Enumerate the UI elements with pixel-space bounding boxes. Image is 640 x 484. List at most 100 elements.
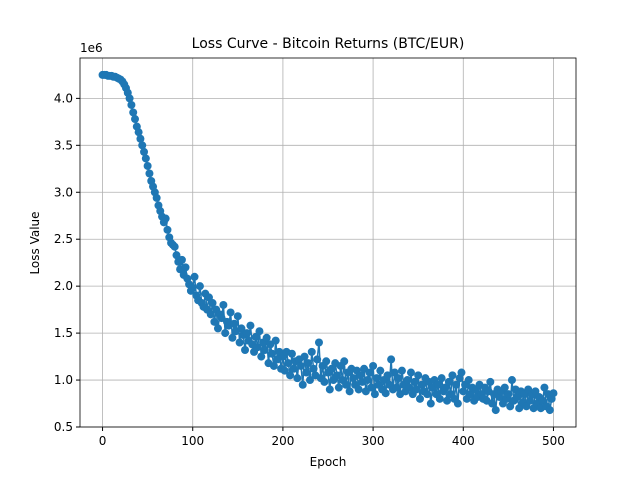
loss-point <box>305 376 314 385</box>
loss-point <box>230 319 239 328</box>
loss-point <box>453 399 462 408</box>
loss-point <box>298 380 307 389</box>
loss-point <box>320 377 329 386</box>
loss-point <box>325 385 334 394</box>
loss-point <box>134 128 143 137</box>
loss-point <box>452 380 461 389</box>
loss-point <box>381 389 390 398</box>
loss-point <box>269 361 278 370</box>
loss-point <box>136 134 145 143</box>
loss-point <box>280 366 289 375</box>
chart-title: Loss Curve - Bitcoin Returns (BTC/EUR) <box>192 36 465 52</box>
x-tick-label: 500 <box>542 434 565 448</box>
loss-point <box>190 272 199 281</box>
loss-point <box>143 161 152 170</box>
y-axis-label: Loss Value <box>28 211 42 274</box>
loss-point <box>152 193 161 202</box>
loss-point <box>309 364 318 373</box>
loss-point <box>333 371 342 380</box>
loss-point <box>289 364 298 373</box>
loss-point <box>219 300 228 309</box>
y-tick-label: 3.0 <box>54 185 73 199</box>
loss-point <box>161 214 170 223</box>
loss-point <box>177 255 186 264</box>
loss-point <box>437 374 446 383</box>
loss-point <box>141 154 150 163</box>
loss-point <box>369 361 378 370</box>
y-tick-label: 0.5 <box>54 420 73 434</box>
loss-point <box>507 376 516 385</box>
loss-point <box>140 147 149 156</box>
loss-point <box>314 338 323 347</box>
loss-point <box>356 371 365 380</box>
loss-point <box>448 371 457 380</box>
loss-point <box>365 368 374 377</box>
loss-point <box>307 347 316 356</box>
plot-frame <box>79 57 577 428</box>
loss-point <box>464 376 473 385</box>
loss-point <box>423 390 432 399</box>
loss-point <box>242 329 251 338</box>
y-tick-label: 1.0 <box>54 373 73 387</box>
loss-point <box>237 324 246 333</box>
loss-point <box>302 368 311 377</box>
loss-point <box>138 141 147 150</box>
loss-point <box>370 390 379 399</box>
loss-point <box>253 343 262 352</box>
loss-point <box>188 284 197 293</box>
loss-point <box>300 352 309 361</box>
loss-point <box>540 383 549 392</box>
loss-point <box>444 377 453 386</box>
loss-point <box>255 327 264 336</box>
loss-point <box>376 366 385 375</box>
loss-point <box>403 376 412 385</box>
loss-point <box>296 361 305 370</box>
loss-point <box>417 380 426 389</box>
loss-point <box>287 349 296 358</box>
loss-point <box>349 374 358 383</box>
y-tick-label: 1.5 <box>54 326 73 340</box>
x-tick-label: 300 <box>362 434 385 448</box>
loss-point <box>163 225 172 234</box>
loss-point <box>372 374 381 383</box>
loss-point <box>363 376 372 385</box>
loss-point <box>262 333 271 342</box>
loss-point <box>181 263 190 272</box>
loss-point <box>246 321 255 330</box>
loss-point <box>397 366 406 375</box>
loss-point <box>228 333 237 342</box>
loss-point <box>354 385 363 394</box>
loss-point <box>486 377 495 386</box>
loss-point <box>383 371 392 380</box>
loss-point <box>412 385 421 394</box>
loss-point <box>271 336 280 345</box>
loss-point <box>504 390 513 399</box>
x-tick-label: 200 <box>271 434 294 448</box>
loss-point <box>210 317 219 326</box>
loss-point <box>131 115 140 124</box>
loss-point <box>500 383 509 392</box>
loss-point <box>213 324 222 333</box>
y-tick-label: 2.5 <box>54 232 73 246</box>
loss-point <box>435 394 444 403</box>
loss-point <box>206 310 215 319</box>
loss-point <box>392 383 401 392</box>
loss-point <box>221 329 230 338</box>
loss-point <box>340 357 349 366</box>
loss-point <box>313 355 322 364</box>
loss-point <box>284 359 293 368</box>
x-tick-label: 100 <box>181 434 204 448</box>
loss-point <box>233 312 242 321</box>
x-tick-label: 400 <box>452 434 475 448</box>
loss-point <box>415 394 424 403</box>
loss-point <box>406 368 415 377</box>
y-tick-label: 3.5 <box>54 138 73 152</box>
loss-point <box>226 308 235 317</box>
loss-point <box>545 406 554 415</box>
loss-point <box>208 299 217 308</box>
loss-point <box>170 242 179 251</box>
loss-point <box>342 380 351 389</box>
loss-point <box>549 389 558 398</box>
loss-point <box>457 368 466 377</box>
